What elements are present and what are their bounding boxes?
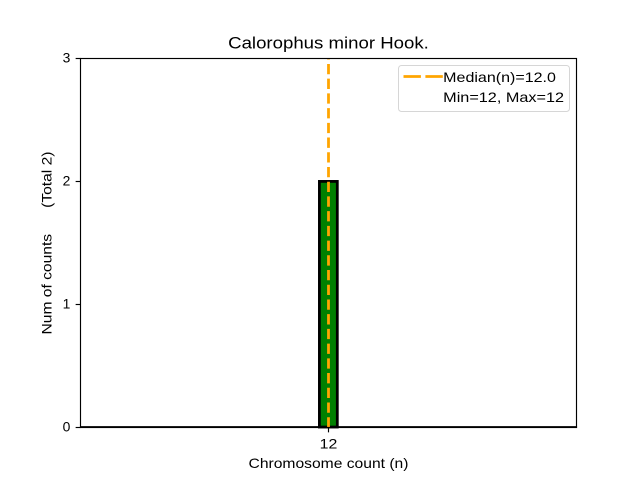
svg-text:3: 3: [63, 50, 71, 66]
svg-text:Num of counts (Total 2): Num of counts (Total 2): [39, 152, 55, 335]
svg-text:Chromosome count (n): Chromosome count (n): [249, 455, 409, 471]
svg-text:Calorophus minor Hook.: Calorophus minor Hook.: [228, 33, 429, 52]
svg-text:12: 12: [320, 435, 338, 451]
svg-text:0: 0: [63, 419, 71, 435]
svg-text:Median(n)=12.0: Median(n)=12.0: [443, 69, 556, 85]
svg-text:Min=12, Max=12: Min=12, Max=12: [443, 89, 564, 105]
svg-text:1: 1: [63, 296, 71, 312]
svg-text:2: 2: [63, 173, 71, 189]
